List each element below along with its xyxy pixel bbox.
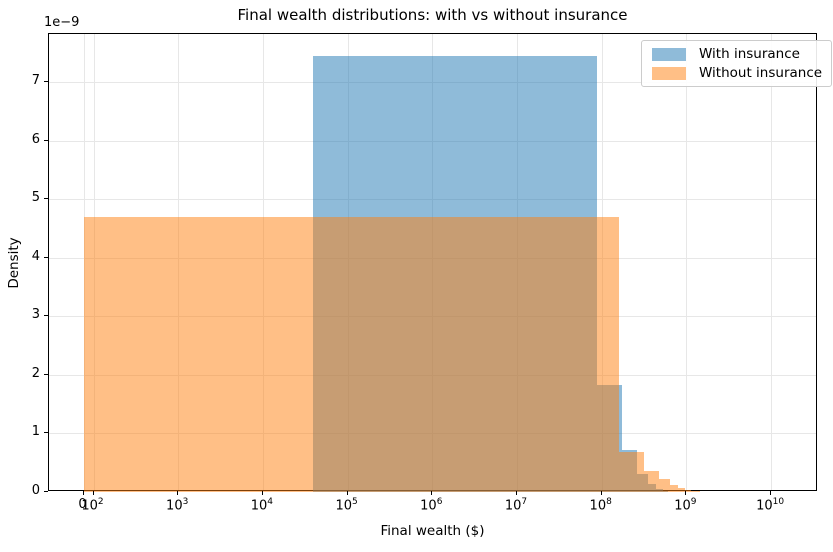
- x-tick-label: 102: [81, 497, 104, 514]
- histogram-bar-without-insurance: [695, 491, 700, 492]
- plot-area: [48, 33, 817, 492]
- x-tick-mark: [82, 491, 84, 495]
- y-tick-mark: [44, 373, 48, 375]
- legend-item-without-insurance: Without insurance: [652, 65, 822, 81]
- legend-label: With insurance: [699, 46, 800, 62]
- x-tick-mark: [516, 491, 517, 495]
- x-axis-label: Final wealth ($): [380, 523, 485, 539]
- y-tick-mark: [44, 198, 48, 200]
- x-tick-mark: [92, 491, 94, 495]
- histogram-bar-without-insurance: [684, 489, 691, 492]
- legend: With insurance Without insurance: [641, 40, 833, 87]
- chart-title: Final wealth distributions: with vs with…: [237, 6, 628, 24]
- histogram-bar-without-insurance: [644, 470, 660, 492]
- y-tick-mark: [44, 432, 48, 434]
- y-tick-label: 5: [31, 190, 40, 206]
- y-tick-label: 0: [31, 483, 40, 498]
- x-tick-mark: [685, 491, 687, 495]
- y-tick-label: 3: [31, 307, 40, 323]
- y-tick-label: 1: [31, 424, 40, 440]
- y-tick-mark: [44, 81, 48, 82]
- x-tick-mark: [600, 491, 602, 495]
- histogram-bar-without-insurance: [669, 484, 679, 492]
- histogram-bar-without-insurance: [618, 452, 645, 492]
- with-insurance-swatch-icon: [652, 47, 686, 61]
- x-tick-mark: [261, 491, 263, 495]
- legend-label: Without insurance: [699, 65, 823, 81]
- y-tick-mark: [44, 315, 48, 317]
- without-insurance-swatch-icon: [652, 66, 686, 80]
- x-gridline: [686, 34, 688, 490]
- x-tick-label: 1010: [756, 497, 785, 514]
- x-tick-label: 107: [504, 497, 528, 514]
- x-tick-label: 105: [335, 497, 358, 514]
- y-tick-label: 2: [31, 365, 40, 381]
- y-tick-label: 6: [31, 131, 40, 147]
- x-tick-label: 104: [250, 497, 274, 514]
- y-tick-mark: [44, 491, 48, 492]
- x-gridline: [771, 34, 773, 490]
- histogram-bar-without-insurance: [83, 216, 619, 492]
- y-axis-offset-text: 1e−9: [44, 15, 80, 30]
- x-tick-label: 103: [166, 497, 189, 514]
- x-tick-mark: [770, 491, 772, 495]
- histogram-bar-without-insurance: [659, 479, 670, 492]
- y-tick-mark: [44, 139, 48, 141]
- x-tick-mark: [346, 491, 348, 495]
- x-tick-mark: [431, 491, 433, 495]
- y-tick-label: 7: [31, 73, 40, 88]
- y-tick-mark: [44, 256, 48, 258]
- x-tick-label: 109: [674, 497, 697, 514]
- histogram-bar-without-insurance: [690, 490, 696, 492]
- x-tick-label: 0: [78, 497, 87, 512]
- legend-item-with-insurance: With insurance: [652, 46, 822, 62]
- y-tick-label: 4: [31, 248, 40, 264]
- x-tick-mark: [177, 491, 179, 495]
- y-axis-label: Density: [6, 237, 22, 289]
- x-tick-label: 106: [420, 497, 443, 514]
- x-tick-label: 108: [589, 497, 612, 514]
- histogram-bar-without-insurance: [678, 487, 685, 492]
